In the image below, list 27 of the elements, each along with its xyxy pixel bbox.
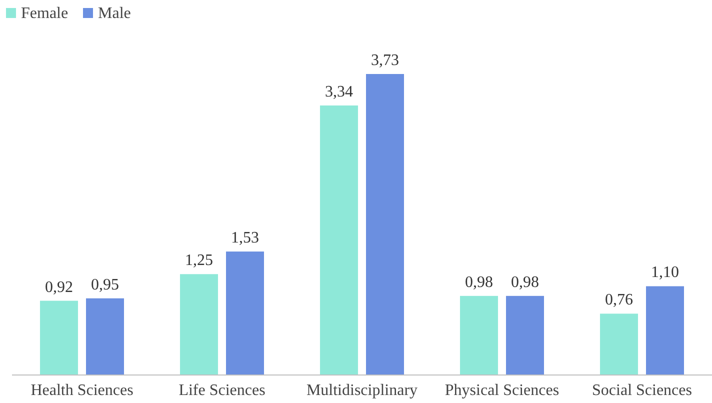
data-label: 1,10 xyxy=(651,264,679,282)
bar xyxy=(320,105,358,375)
data-label: 3,34 xyxy=(325,83,353,100)
x-tick-label: Physical Sciences xyxy=(444,382,560,399)
data-label: 0,98 xyxy=(465,274,493,291)
data-label: 0,76 xyxy=(605,292,633,309)
bar xyxy=(226,252,264,375)
data-label: 0,95 xyxy=(91,276,119,294)
data-label: 0,92 xyxy=(45,278,73,296)
data-label: 1,53 xyxy=(231,230,259,247)
bar xyxy=(646,286,684,375)
bar xyxy=(366,74,404,375)
bar xyxy=(600,314,638,375)
bar xyxy=(460,296,498,375)
x-tick-label: Multidisciplinary xyxy=(306,382,418,399)
x-tick-label: Social Sciences xyxy=(592,382,692,399)
bar xyxy=(86,298,124,375)
data-label: 1,25 xyxy=(185,252,213,270)
legend-label: Female xyxy=(21,5,68,22)
bar xyxy=(40,300,78,375)
data-label: 3,73 xyxy=(371,52,399,69)
x-tick-label: Health Sciences xyxy=(30,382,134,399)
data-label: 0,98 xyxy=(511,274,539,291)
bar xyxy=(180,274,218,375)
x-tick-label: Life Sciences xyxy=(178,382,266,399)
legend-label: Male xyxy=(98,5,131,22)
bar xyxy=(506,296,544,375)
